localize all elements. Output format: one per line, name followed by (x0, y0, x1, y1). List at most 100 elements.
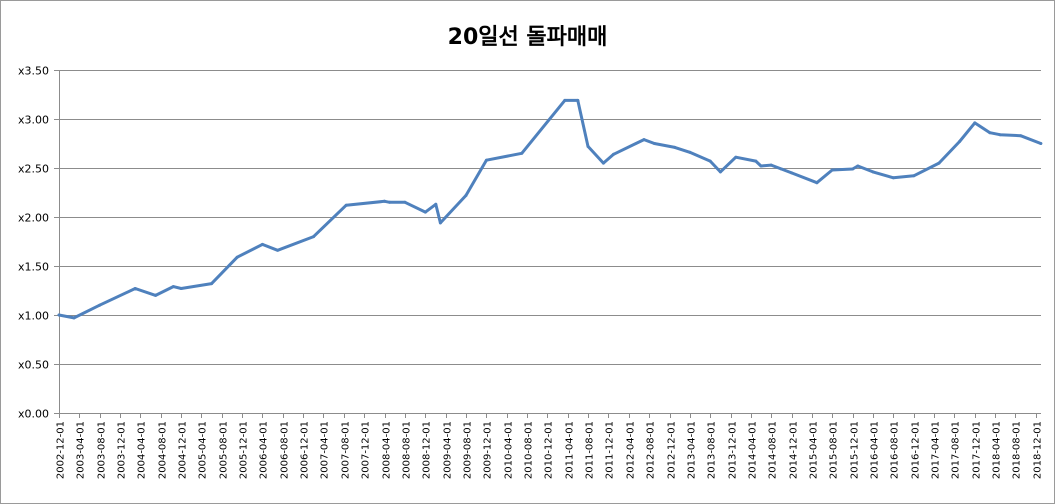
x-tick-label: 2003-08-01 (97, 421, 108, 479)
data-point (891, 176, 895, 180)
data-point (779, 167, 783, 171)
data-point (344, 203, 348, 207)
x-tick-label: 2014-04-01 (748, 421, 759, 479)
data-point (652, 142, 656, 145)
data-point (576, 98, 580, 102)
x-tick-label: 2012-12-01 (667, 421, 678, 479)
x-tick-label: 2011-08-01 (585, 421, 596, 479)
data-point (423, 210, 427, 214)
x-tick-label: 2017-04-01 (931, 421, 942, 479)
data-point (210, 282, 214, 286)
data-point (586, 144, 590, 148)
x-tick-label: 2015-08-01 (829, 421, 840, 479)
data-point (998, 133, 1002, 137)
data-point (734, 155, 738, 159)
data-point (484, 158, 488, 162)
x-tick-labels: 2002-12-01 2003-04-01 2003-08-01 2003-12-01… (56, 421, 1044, 479)
data-point (312, 235, 316, 239)
data-point (856, 164, 860, 168)
data-point (973, 121, 977, 125)
data-point (154, 293, 158, 297)
y-tick-labels: x0.00 x0.50 x1.00 x1.50 x2.00 x2.50 x3.00 x3.50 (18, 65, 49, 421)
x-tick-label: 2016-12-01 (911, 421, 922, 479)
x-tick-label: 2009-04-01 (443, 421, 454, 479)
chart-title: 20일선 돌파매매 (447, 25, 608, 50)
data-point (98, 303, 102, 307)
data-point (937, 161, 941, 165)
x-tick-label: 2015-12-01 (850, 421, 861, 479)
data-point (851, 167, 855, 171)
x-tick-label: 2003-04-01 (76, 421, 87, 479)
x-tick-label: 2014-08-01 (768, 421, 779, 479)
x-tick-label: 2009-08-01 (463, 421, 474, 479)
x-tick-label: 2016-04-01 (870, 421, 881, 479)
data-point (790, 171, 794, 175)
x-tick-label: 2007-08-01 (341, 421, 352, 479)
axes (54, 70, 1041, 418)
x-tick-label: 2005-04-01 (198, 421, 209, 479)
data-point (815, 181, 819, 185)
data-point (754, 159, 758, 163)
x-tick-label: 2004-04-01 (137, 421, 148, 479)
x-tick-label: 2012-04-01 (626, 421, 637, 479)
x-tick-label: 2018-12-01 (1033, 421, 1044, 479)
x-tick-label: 2013-04-01 (687, 421, 698, 479)
y-tick-label: x1.00 (18, 310, 49, 323)
data-point (171, 285, 175, 289)
x-tick-label: 2016-08-01 (890, 421, 901, 479)
data-point (438, 221, 442, 225)
data-point (1039, 142, 1043, 145)
x-tick-label: 2004-08-01 (158, 421, 169, 479)
x-tick-label: 2005-08-01 (219, 421, 230, 479)
data-point (612, 152, 616, 156)
data-point (673, 145, 677, 149)
series-layer (57, 98, 1043, 320)
x-tick-label: 2017-12-01 (972, 421, 983, 479)
data-point (642, 138, 646, 142)
data-point (988, 131, 992, 135)
x-tick-label: 2008-12-01 (422, 421, 433, 479)
x-tick-label: 2017-08-01 (951, 421, 962, 479)
x-tick-label: 2011-04-01 (565, 421, 576, 479)
gridlines (59, 70, 1041, 365)
data-point (179, 287, 183, 290)
x-tick-label: 2008-04-01 (382, 421, 393, 479)
x-tick-label: 2015-04-01 (809, 421, 820, 479)
x-tick-label: 2006-04-01 (259, 421, 270, 479)
y-tick-label: x2.00 (18, 212, 49, 225)
y-tick-label: x0.50 (18, 359, 49, 372)
y-tick-label: x0.00 (18, 408, 49, 421)
x-tick-label: 2018-08-01 (1012, 421, 1023, 479)
x-tick-label: 2003-12-01 (117, 421, 128, 479)
x-tick-label: 2007-04-01 (320, 421, 331, 479)
data-point (388, 200, 392, 204)
y-tick-label: x3.00 (18, 114, 49, 127)
data-point (434, 202, 438, 206)
data-point (718, 170, 722, 174)
x-tick-label: 2010-08-01 (524, 421, 535, 479)
data-point (383, 199, 387, 203)
data-point (769, 163, 773, 167)
x-tick-label: 2002-12-01 (56, 421, 67, 479)
data-point (688, 150, 692, 154)
data-point (708, 159, 712, 163)
x-tick-label: 2012-08-01 (646, 421, 657, 479)
x-tick-label: 2014-12-01 (789, 421, 800, 479)
x-tick-label: 2005-12-01 (239, 421, 250, 479)
data-point (601, 161, 605, 165)
x-tick-label: 2013-12-01 (728, 421, 739, 479)
data-point (57, 313, 61, 317)
x-tick-label: 2007-12-01 (361, 421, 372, 479)
data-point (403, 200, 407, 204)
y-tick-label: x1.50 (18, 261, 49, 274)
data-point (759, 164, 763, 168)
x-tick-label: 2008-08-01 (402, 421, 413, 479)
data-point (520, 151, 524, 155)
data-point (912, 174, 916, 178)
x-tick-label: 2006-08-01 (280, 421, 291, 479)
data-point (563, 98, 567, 102)
x-tick-label: 2013-08-01 (707, 421, 718, 479)
x-tick-label: 2009-12-01 (483, 421, 494, 479)
x-tick-label: 2004-12-01 (178, 421, 189, 479)
